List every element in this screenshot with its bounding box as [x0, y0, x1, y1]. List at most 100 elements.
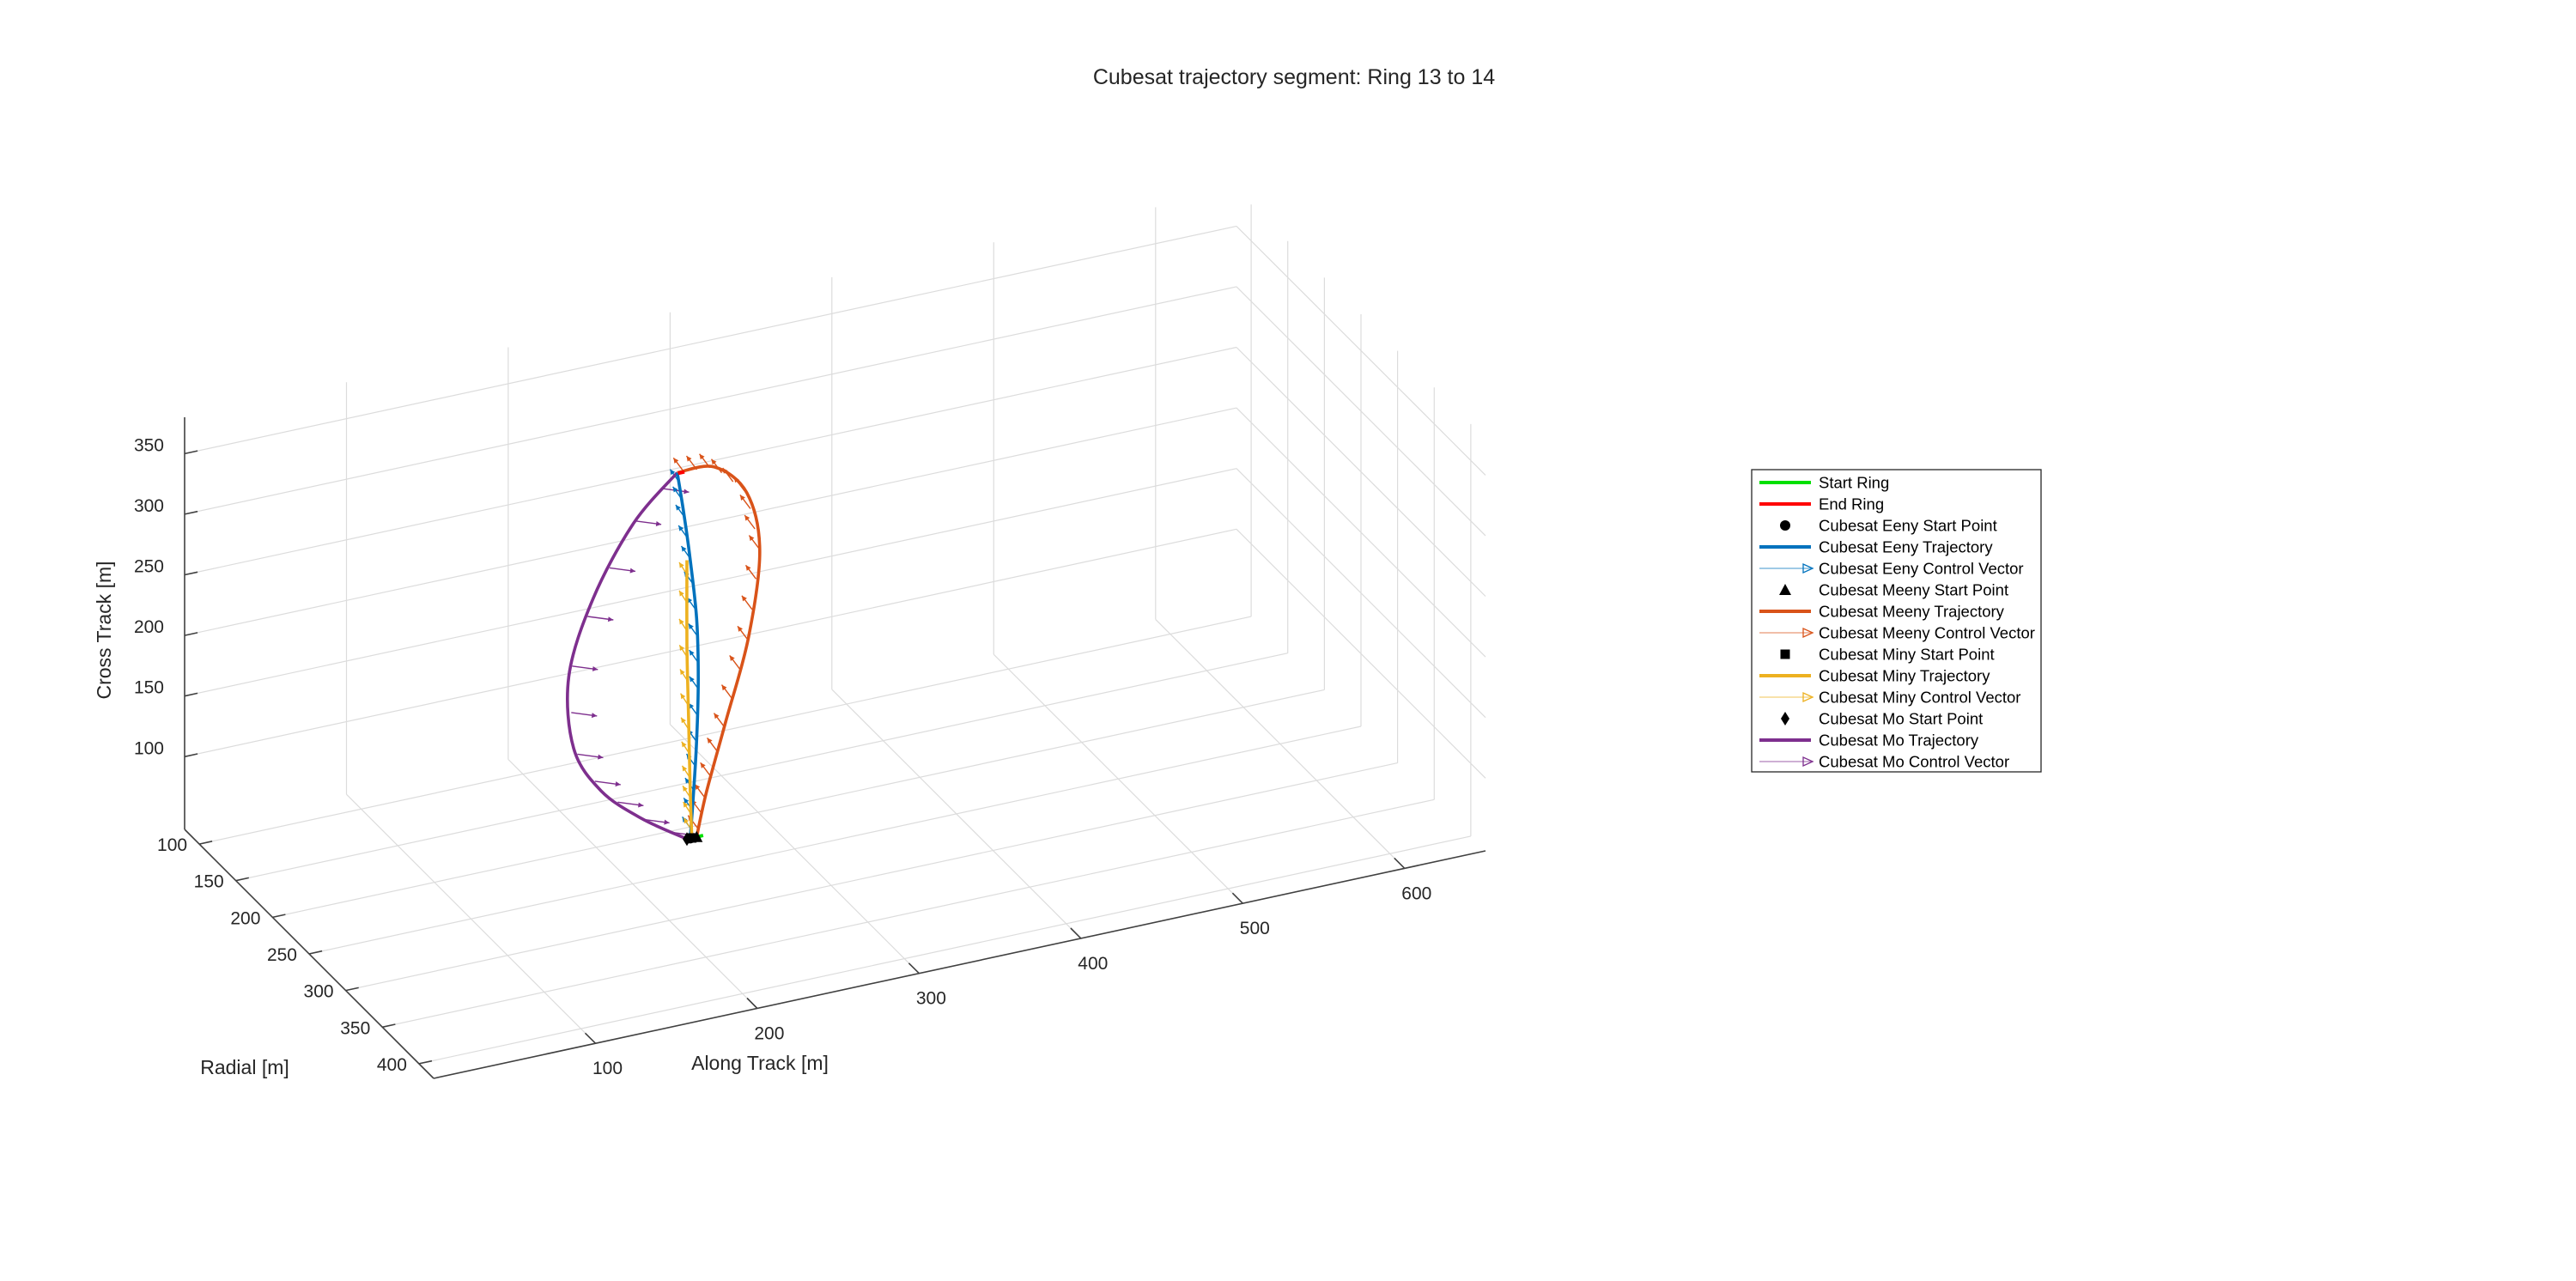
arrow-head [615, 781, 621, 787]
legend-label: Start Ring [1819, 474, 1889, 492]
x-tick-mark [1070, 927, 1082, 939]
legend-label: Cubesat Mo Trajectory [1819, 732, 1979, 750]
legend-label: Cubesat Meeny Trajectory [1819, 603, 2005, 621]
control-vector [672, 457, 684, 472]
z-tick-label: 300 [134, 496, 164, 516]
legend-marker-swatch [1780, 520, 1790, 531]
z-tick-label: 200 [134, 617, 164, 637]
y-tick-mark [308, 950, 323, 955]
cubesat-mo-control-vector [571, 488, 699, 838]
x-tick-label: 600 [1401, 883, 1431, 903]
y-tick-label: 350 [340, 1018, 370, 1038]
x-tick-label: 200 [754, 1024, 784, 1044]
control-vector [577, 753, 604, 760]
arrow-head [655, 521, 662, 526]
grid-line [1236, 407, 1486, 658]
z-axis-label: Cross Track [m] [93, 561, 115, 699]
legend-entry: Cubesat Miny Trajectory [1759, 667, 1990, 685]
control-vector [748, 535, 760, 549]
control-vector [587, 616, 614, 622]
control-vector [572, 665, 598, 671]
control-vector [744, 514, 756, 530]
control-vector [744, 564, 757, 580]
control-vector [643, 818, 670, 825]
arrow-head [729, 655, 735, 661]
legend-arrow-head [1802, 562, 1814, 574]
x-tick-mark [1231, 892, 1243, 904]
arrow-head [689, 703, 694, 709]
control-vector [739, 494, 751, 509]
legend-label: Cubesat Eeny Control Vector [1819, 560, 2024, 578]
grid-line [184, 346, 1237, 576]
arrow-head [683, 489, 690, 495]
z-tick-mark [184, 753, 198, 758]
y-tick-label: 150 [194, 872, 224, 892]
arrow-head [714, 713, 720, 719]
arrow-head [683, 798, 690, 804]
arrow-head [591, 713, 598, 719]
grid-line [1236, 347, 1486, 597]
y-tick-label: 400 [377, 1055, 407, 1075]
z-tick-label: 150 [134, 678, 164, 698]
grid-line [184, 468, 1237, 697]
z-tick-mark [184, 632, 198, 636]
y-tick-label: 300 [304, 982, 334, 1002]
grid-line [1236, 286, 1486, 537]
grid-line [184, 528, 1237, 757]
y-tick-mark [272, 914, 286, 919]
arrow-head [679, 590, 684, 597]
z-tick-label: 250 [134, 557, 164, 577]
x-tick-label: 300 [916, 989, 946, 1009]
control-vector [635, 520, 662, 526]
arrow-head [682, 765, 688, 772]
y-tick-label: 250 [267, 945, 297, 965]
control-vector [609, 567, 636, 574]
arrow-head [741, 595, 747, 602]
z-tick-mark [184, 571, 198, 576]
legend-box [1751, 469, 2042, 773]
cubesat-eeny-trajectory [675, 472, 700, 839]
legend-label: Cubesat Miny Control Vector [1819, 689, 2020, 707]
arrow-head [680, 669, 685, 676]
legend-label: Cubesat Miny Start Point [1819, 646, 1995, 664]
y-tick-label: 200 [230, 908, 260, 928]
control-vector [729, 654, 741, 670]
z-tick-mark [184, 510, 198, 515]
control-vector [689, 676, 699, 689]
grid-line [308, 725, 1362, 955]
control-vector [688, 622, 698, 636]
legend[interactable]: Start Ring End Ring Cubesat Eeny Start Poi… [1751, 469, 2042, 773]
arrow-head [592, 666, 598, 671]
y-axis-label: Radial [m] [200, 1056, 289, 1078]
arrow-head [700, 762, 706, 768]
grid-line [198, 616, 1252, 845]
arrow-head [638, 802, 644, 808]
control-vector [741, 595, 753, 610]
x-axis-line [433, 850, 1486, 1079]
cubesat-mo-start-point [683, 832, 692, 847]
arrow-head [689, 676, 695, 683]
arrow-head [683, 786, 688, 792]
tick-labels: 100 200 300 400 500 600 100 150 200 250 300 350 400 1… [134, 435, 1431, 1078]
x-tick-label: 400 [1078, 954, 1108, 974]
legend-label: Cubesat Eeny Trajectory [1819, 538, 1993, 556]
arrow-head [686, 456, 692, 462]
grid-line [272, 689, 1325, 918]
x-tick-label: 500 [1240, 919, 1270, 938]
legend-entry: Cubesat Mo Start Point [1781, 710, 1983, 728]
arrow-head [607, 616, 614, 622]
grid-line [345, 762, 1398, 992]
cubesat-miny-start-point [687, 833, 697, 843]
cubesat-meeny-control-vector [672, 453, 760, 830]
arrow-head [629, 568, 635, 574]
legend-label: Cubesat Meeny Control Vector [1819, 624, 2035, 642]
arrow-head [683, 817, 690, 824]
arrow-head [684, 778, 690, 784]
arrow-head [689, 650, 695, 656]
control-vector [700, 762, 712, 777]
legend-entry: Cubesat Mo Control Vector [1759, 753, 2009, 771]
legend-entry: Cubesat Miny Control Vector [1759, 689, 2020, 707]
arrow-head [675, 505, 681, 511]
grid-line [1236, 528, 1486, 779]
